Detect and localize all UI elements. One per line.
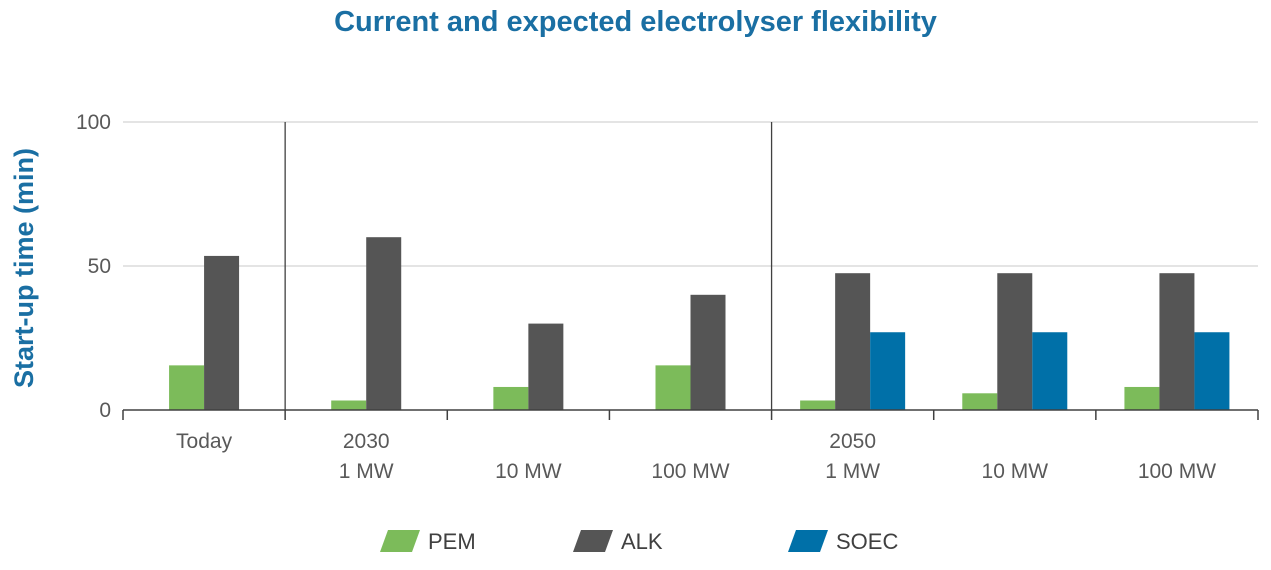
y-tick-label: 0 [99,399,111,422]
bar-pem-4 [800,400,836,410]
y-tick-labels: 0 50 100 [76,111,111,422]
legend: PEM ALK SOEC [380,529,898,554]
bar-soec-5 [1032,332,1068,410]
y-axis-label: Start-up time (min) [9,148,39,388]
bar-soec-6 [1194,332,1230,410]
bar-alk-0 [204,255,240,410]
bar-alk-1 [366,237,402,410]
chart-title: Current and expected electrolyser flexib… [334,6,937,38]
bar-alk-3 [690,294,726,410]
x-category-label: 2050 [829,430,876,453]
x-category-label: 10 MW [982,460,1049,483]
bars [169,237,1230,410]
y-tick-label: 50 [88,255,111,278]
bar-pem-2 [493,386,529,410]
bar-alk-2 [528,323,564,410]
x-category-labels: Today 2030 1 MW 10 MW 100 MW 2050 1 MW 10 MW 100… [176,430,1216,483]
bar-pem-3 [655,365,691,410]
y-tick-label: 100 [76,111,111,134]
x-category-label: 1 MW [825,460,880,483]
bar-alk-6 [1159,273,1195,410]
x-axis [122,409,1259,420]
bar-alk-4 [835,273,871,410]
legend-swatch-soec [788,530,828,552]
bar-alk-5 [997,273,1033,410]
gridlines [123,121,1258,267]
x-category-label: Today [176,430,233,453]
legend-swatch-pem [380,530,420,552]
x-category-label: 2030 [343,430,390,453]
bar-pem-1 [331,400,367,410]
legend-label-pem: PEM [428,529,476,554]
x-category-label: 100 MW [1138,460,1216,483]
bar-soec-4 [870,332,906,410]
x-category-label: 100 MW [651,460,729,483]
x-category-label: 10 MW [495,460,562,483]
group-separators [284,122,773,410]
x-category-label: 1 MW [339,460,394,483]
bar-pem-6 [1124,386,1160,410]
legend-swatch-alk [573,530,613,552]
bar-pem-0 [169,365,205,410]
legend-label-alk: ALK [621,529,663,554]
legend-label-soec: SOEC [836,529,898,554]
bar-pem-5 [962,393,998,410]
